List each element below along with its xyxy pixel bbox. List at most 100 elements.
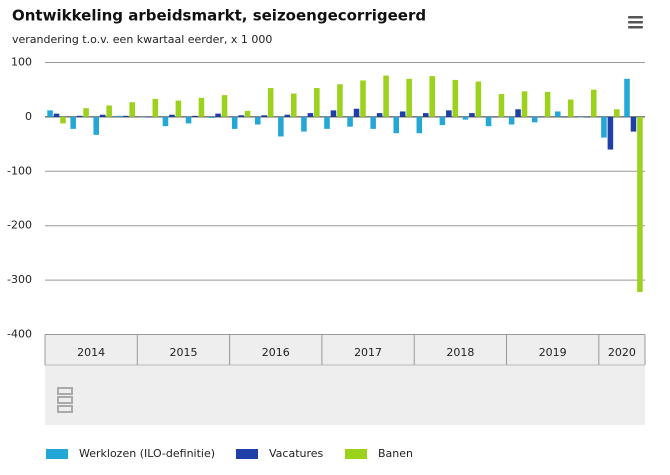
y-tick-label: 100: [11, 56, 32, 69]
bar: [330, 110, 337, 117]
bar: [485, 116, 492, 127]
bar: [152, 98, 159, 117]
bar: [198, 97, 205, 117]
bar: [601, 116, 607, 138]
bar: [591, 89, 597, 117]
bar: [469, 113, 475, 117]
bar: [370, 116, 376, 129]
bar: [175, 100, 182, 117]
bar: [215, 113, 221, 117]
chart-title: Ontwikkeling arbeidsmarkt, seizoengecorr…: [12, 7, 426, 25]
bar: [307, 113, 314, 117]
bar: [353, 108, 360, 117]
menu-button[interactable]: [628, 16, 643, 29]
bar: [515, 109, 521, 117]
bar: [284, 114, 291, 117]
bar: [347, 116, 353, 127]
bar: [185, 116, 192, 124]
bar: [555, 111, 561, 117]
x-group-label: 2014: [77, 346, 105, 359]
legend-swatch: [46, 449, 68, 459]
legend-label: Vacatures: [269, 447, 324, 460]
bar: [139, 116, 146, 118]
y-tick-label: -200: [7, 219, 32, 232]
bar: [567, 99, 574, 117]
bar: [584, 116, 591, 118]
bar: [106, 105, 112, 117]
bar: [508, 116, 515, 125]
bar: [146, 116, 152, 118]
footer-band: [45, 335, 645, 425]
bar: [291, 93, 297, 117]
bar: [47, 110, 53, 117]
bar: [99, 114, 106, 117]
bar: [70, 116, 76, 129]
bar: [416, 116, 423, 134]
y-tick-label: 0: [25, 110, 32, 123]
bar: [314, 88, 320, 117]
bar: [301, 116, 307, 132]
bar: [561, 116, 567, 118]
bar: [624, 78, 630, 117]
bar: [393, 116, 399, 134]
bar: [360, 80, 366, 117]
bar: [406, 78, 412, 117]
bar: [60, 116, 66, 124]
bar: [221, 95, 228, 117]
bar: [538, 116, 544, 118]
bar: [324, 116, 330, 129]
bar: [492, 116, 498, 118]
bar: [169, 114, 175, 117]
bar: [261, 115, 267, 117]
logo: [57, 387, 73, 413]
bar: [255, 116, 261, 125]
bar: [192, 115, 198, 117]
bar: [83, 108, 89, 117]
bar: [637, 116, 643, 293]
bar: [267, 88, 274, 117]
bar: [231, 116, 238, 129]
bar: [630, 116, 637, 132]
bar: [607, 116, 614, 150]
y-tick-label: -100: [7, 164, 32, 177]
legend-label: Banen: [378, 447, 413, 460]
bar: [475, 81, 482, 117]
bar: [93, 116, 99, 135]
bar: [244, 110, 251, 117]
bar: [521, 91, 528, 117]
bar: [376, 113, 383, 117]
bar: [423, 113, 429, 117]
x-group-label: 2017: [354, 346, 382, 359]
x-group-label: 2018: [446, 346, 474, 359]
bar: [123, 115, 129, 117]
x-group-label: 2016: [262, 346, 290, 359]
bar: [429, 76, 435, 117]
bar: [462, 116, 469, 120]
y-tick-label: -300: [7, 273, 32, 286]
bar: [76, 115, 83, 117]
bar: [578, 116, 584, 118]
legend-swatch: [345, 449, 367, 459]
bar: [399, 111, 406, 117]
bar: [129, 102, 135, 117]
bar: [452, 79, 459, 117]
bar: [383, 75, 389, 117]
x-group-label: 2015: [169, 346, 197, 359]
bar: [337, 84, 343, 117]
legend-swatch: [236, 449, 258, 459]
bar: [238, 115, 244, 117]
bar: [53, 113, 60, 117]
bar: [162, 116, 169, 127]
bar: [439, 116, 446, 126]
bar: [531, 116, 538, 123]
bar: [544, 91, 551, 117]
bar: [446, 110, 452, 117]
x-group-label: 2019: [539, 346, 567, 359]
legend-label: Werklozen (ILO-definitie): [79, 447, 215, 460]
bar: [498, 94, 505, 117]
bar: [208, 116, 215, 118]
bar: [116, 115, 123, 117]
bar: [614, 109, 620, 117]
y-tick-label: -400: [7, 328, 32, 341]
